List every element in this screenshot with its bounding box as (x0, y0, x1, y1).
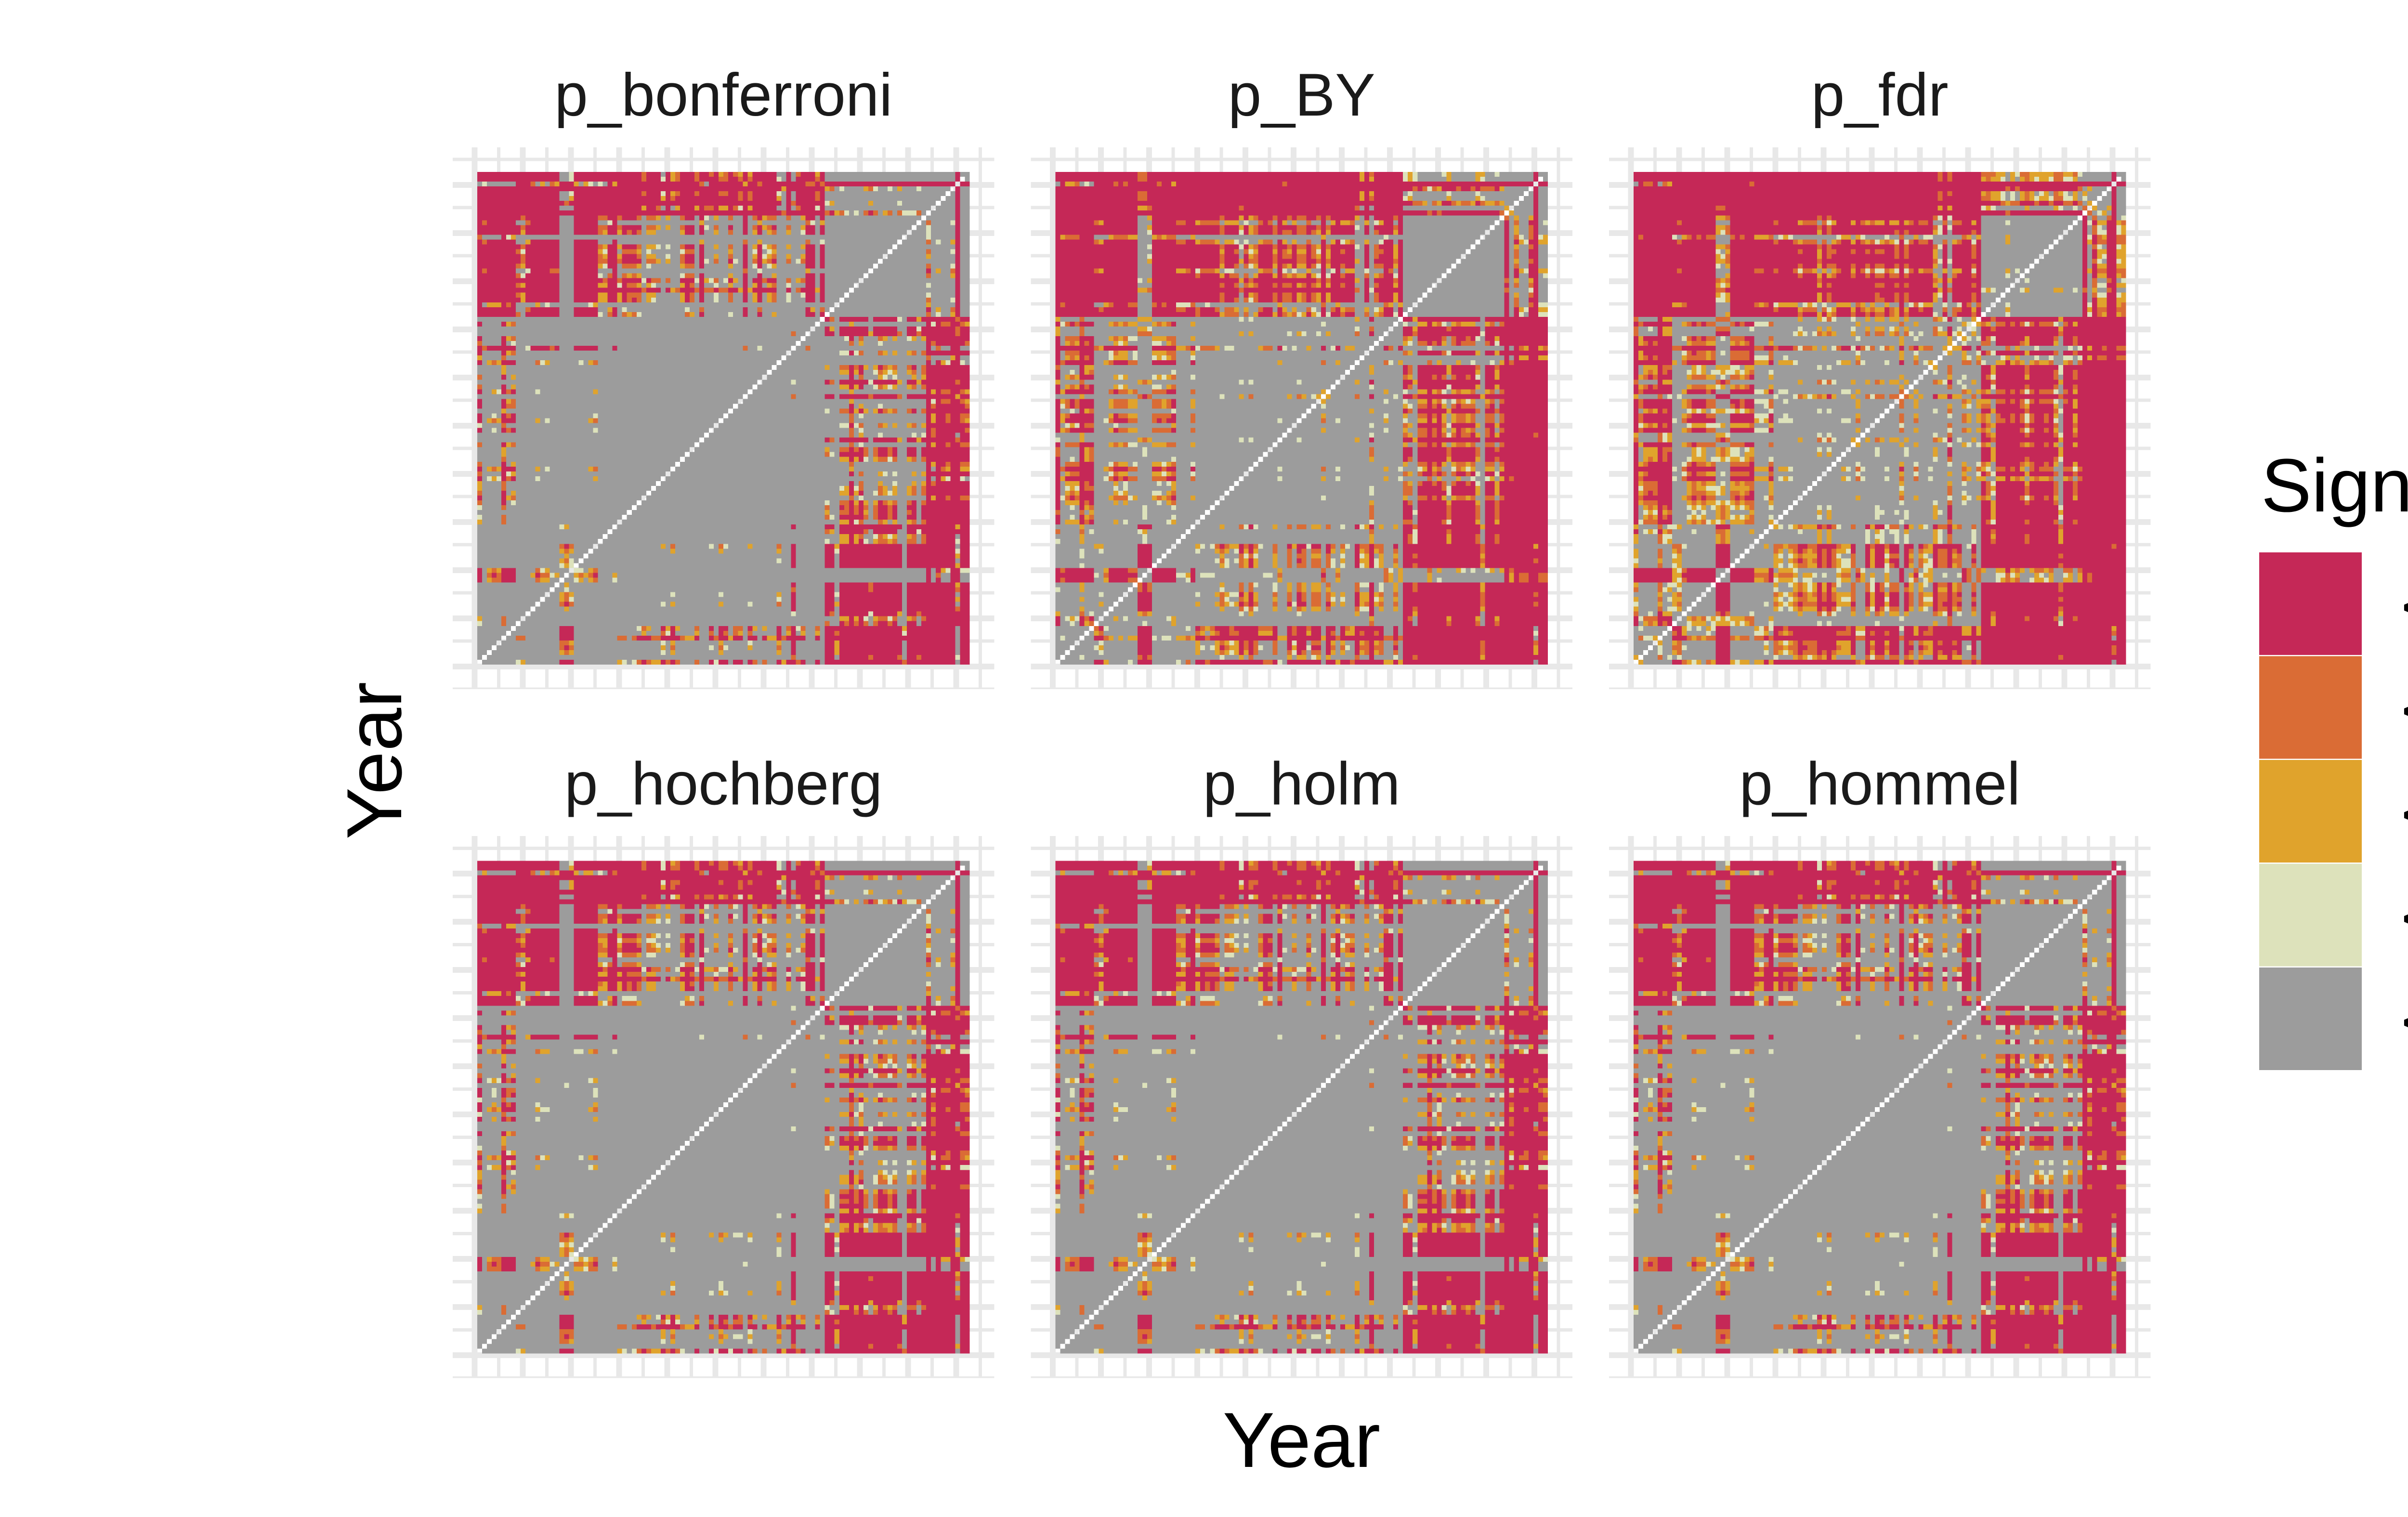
svg-text:p_hommel: p_hommel (1739, 750, 2020, 817)
svg-text:Year: Year (1223, 1397, 1380, 1484)
svg-text:<0.05: <0.05 (2401, 782, 2408, 847)
svg-text:p_fdr: p_fdr (1811, 62, 1949, 129)
svg-text:<0.01: <0.01 (2401, 679, 2408, 743)
svg-text:p_hochberg: p_hochberg (564, 750, 882, 817)
svg-text:<0.001: <0.001 (2401, 575, 2408, 639)
svg-text:p_holm: p_holm (1203, 750, 1400, 817)
svg-text:<0.1: <0.1 (2401, 886, 2408, 951)
svg-text:p_BY: p_BY (1228, 62, 1375, 129)
svg-text:<1: <1 (2401, 990, 2408, 1054)
svg-text:Year: Year (331, 682, 418, 839)
svg-text:Significance: Significance (2261, 444, 2408, 528)
svg-text:p_bonferroni: p_bonferroni (554, 62, 892, 129)
